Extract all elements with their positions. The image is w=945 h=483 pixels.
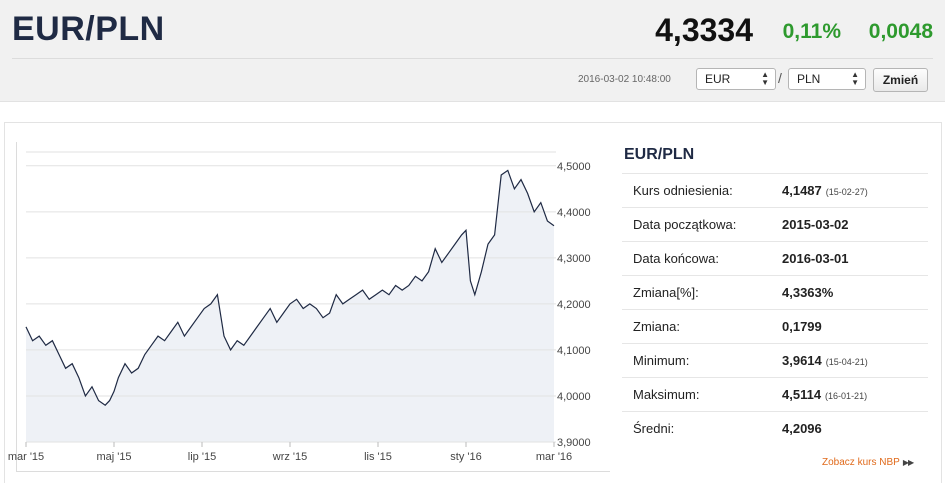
select-arrows-icon: ▲ ▼ [851, 70, 859, 87]
stats-value: 4,2096 [782, 421, 822, 437]
stats-table: Kurs odniesienia: 4,1487 (15-02-27) Data po… [622, 173, 928, 446]
stats-value-date: (15-02-27) [825, 187, 868, 197]
stats-row: Minimum: 3,9614 (15-04-21) [622, 343, 928, 378]
stats-label: Zmiana[%]: [633, 285, 699, 300]
x-tick-label: lip '15 [188, 451, 216, 463]
quote-currency-select[interactable]: PLN ▲ ▼ [788, 68, 866, 90]
stats-row: Kurs odniesienia: 4,1487 (15-02-27) [622, 173, 928, 208]
current-rate: 4,3334 [655, 12, 753, 48]
change-percent: 0,11% [782, 20, 841, 43]
stats-value-cell: 4,3363% [782, 276, 928, 310]
base-currency-select[interactable]: EUR ▲ ▼ [696, 68, 776, 90]
x-tick-label: sty '16 [450, 451, 481, 463]
y-tick-label: 4,2000 [557, 299, 591, 311]
stats-value-cell: 4,5114 (16-01-21) [782, 378, 928, 412]
stats-value-date: (16-01-21) [825, 391, 868, 401]
x-tick-label: lis '15 [364, 451, 392, 463]
stats-value-cell: 3,9614 (15-04-21) [782, 344, 928, 378]
series-area [26, 170, 554, 442]
stats-value-cell: 0,1799 [782, 310, 928, 344]
x-tick-label: mar '15 [8, 451, 44, 463]
stats-row: Data początkowa: 2015-03-02 [622, 207, 928, 242]
rate-timestamp: 2016-03-02 10:48:00 [578, 74, 671, 85]
stats-value-cell: 4,1487 (15-02-27) [782, 174, 928, 208]
stats-value: 4,1487 [782, 183, 822, 198]
stats-label: Średni: [633, 421, 675, 437]
stats-label: Maksimum: [633, 387, 700, 402]
stats-row: Średni: 4,2096 [622, 411, 928, 446]
x-tick-label: wrz '15 [272, 451, 308, 463]
stats-value: 4,3363% [782, 285, 834, 300]
stats-label: Data początkowa: [633, 217, 737, 232]
stats-value: 0,1799 [782, 319, 822, 334]
stats-value: 2016-03-01 [782, 251, 849, 266]
change-absolute: 0,0048 [868, 20, 933, 43]
nbp-rate-link[interactable]: Zobacz kurs NBP ▶▶ [822, 457, 914, 468]
nbp-link-label: Zobacz kurs NBP [822, 457, 900, 468]
x-tick-label: mar '16 [536, 451, 572, 463]
x-tick-label: maj '15 [96, 451, 131, 463]
page-title: EUR/PLN [12, 10, 165, 48]
stats-label: Zmiana: [633, 319, 680, 334]
stats-row: Zmiana[%]: 4,3363% [622, 275, 928, 310]
y-tick-label: 4,0000 [557, 391, 591, 403]
stats-value-date: (15-04-21) [825, 357, 868, 367]
y-tick-label: 4,4000 [557, 207, 591, 219]
stats-row: Data końcowa: 2016-03-01 [622, 241, 928, 276]
chart-frame [16, 142, 610, 472]
stats-value: 2015-03-02 [782, 217, 849, 232]
stats-row: Zmiana: 0,1799 [622, 309, 928, 344]
header-divider [12, 58, 933, 59]
stats-label: Kurs odniesienia: [633, 183, 733, 198]
change-pair-button[interactable]: Zmień [873, 68, 928, 92]
y-tick-label: 4,3000 [557, 253, 591, 265]
stats-value: 4,5114 [782, 387, 822, 402]
series-line [25, 169, 555, 406]
stats-value-cell: 2015-03-02 [782, 208, 928, 242]
y-tick-label: 4,5000 [557, 161, 591, 173]
base-currency-value: EUR [705, 72, 731, 86]
select-arrows-icon: ▲ ▼ [761, 70, 769, 87]
currency-separator: / [778, 70, 782, 86]
y-tick-label: 3,9000 [557, 437, 591, 449]
stats-label: Data końcowa: [633, 251, 719, 266]
stats-label: Minimum: [633, 353, 690, 368]
stats-value: 3,9614 [782, 353, 822, 368]
quote-currency-value: PLN [797, 72, 821, 86]
stats-value-cell: 4,2096 [782, 412, 928, 446]
y-tick-label: 4,1000 [557, 345, 591, 357]
stats-value-cell: 2016-03-01 [782, 242, 928, 276]
stats-row: Maksimum: 4,5114 (16-01-21) [622, 377, 928, 412]
header-bar: EUR/PLN 4,3334 0,11% 0,0048 2016-03-02 1… [0, 0, 945, 102]
stats-title: EUR/PLN [624, 146, 695, 163]
double-arrow-right-icon: ▶▶ [902, 458, 914, 467]
